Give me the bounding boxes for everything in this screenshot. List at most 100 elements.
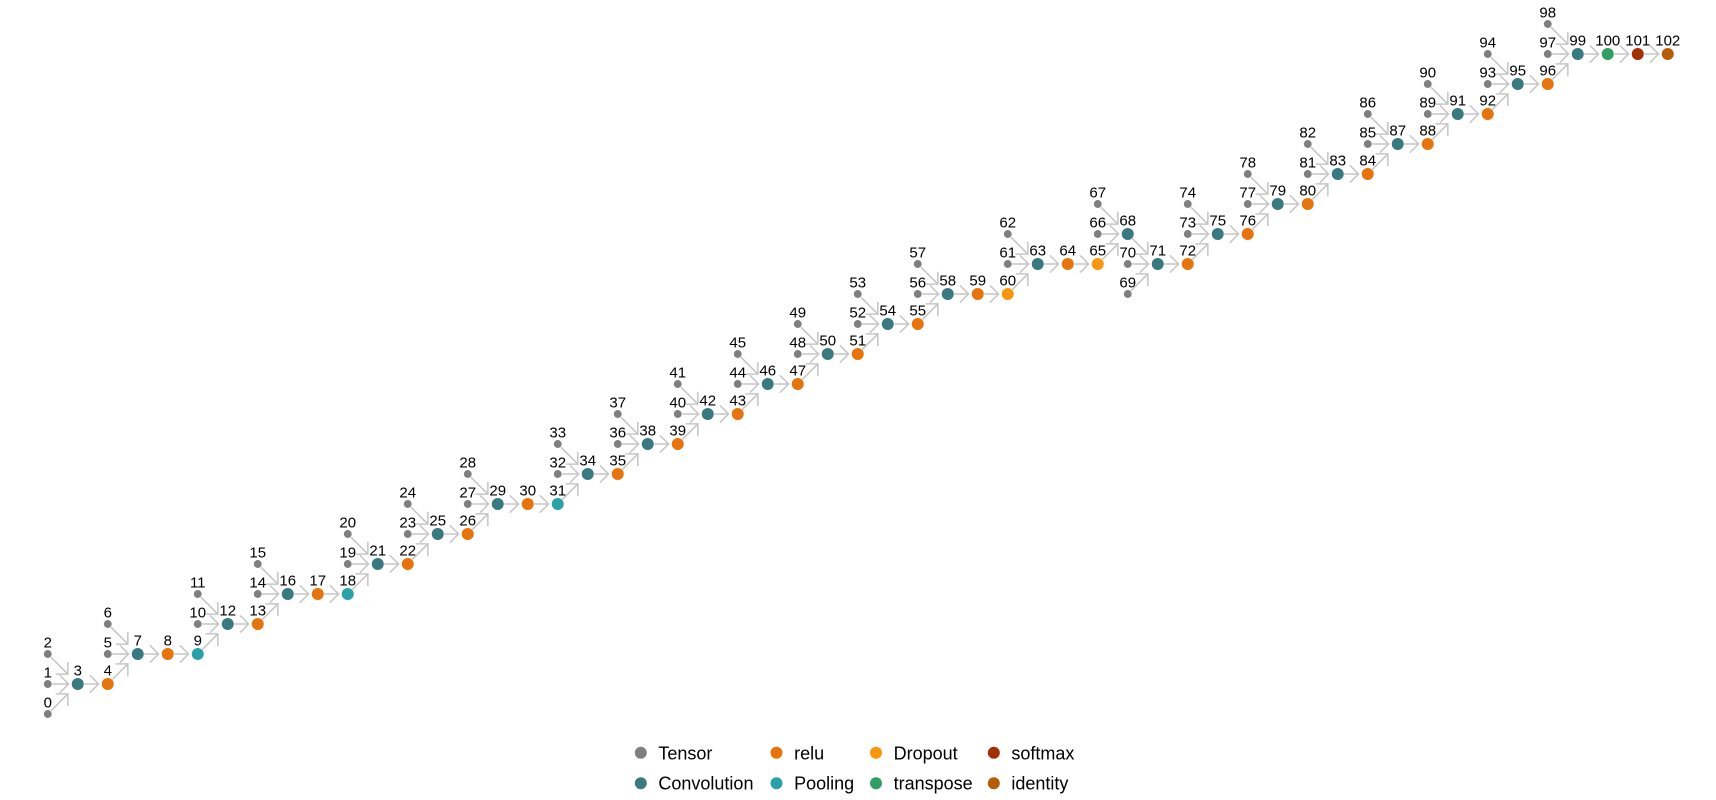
svg-text:Dropout: Dropout [894, 743, 958, 763]
svg-text:0: 0 [44, 694, 52, 711]
svg-text:38: 38 [639, 422, 656, 439]
svg-text:78: 78 [1239, 154, 1256, 171]
svg-text:47: 47 [789, 362, 806, 379]
svg-text:transpose: transpose [894, 774, 973, 794]
svg-text:85: 85 [1359, 124, 1376, 141]
svg-text:31: 31 [549, 482, 566, 499]
svg-text:70: 70 [1119, 244, 1136, 261]
svg-text:1: 1 [44, 664, 52, 681]
svg-text:61: 61 [999, 244, 1016, 261]
svg-text:28: 28 [459, 454, 476, 471]
svg-text:66: 66 [1089, 214, 1106, 231]
svg-text:11: 11 [190, 574, 206, 591]
svg-text:24: 24 [399, 484, 416, 501]
svg-text:69: 69 [1119, 274, 1136, 291]
svg-text:3: 3 [74, 662, 82, 679]
svg-text:87: 87 [1389, 122, 1406, 139]
svg-text:90: 90 [1419, 64, 1436, 81]
svg-text:36: 36 [609, 424, 626, 441]
svg-text:Convolution: Convolution [658, 774, 753, 794]
svg-text:67: 67 [1089, 184, 1106, 201]
svg-text:97: 97 [1539, 34, 1556, 51]
svg-text:58: 58 [939, 272, 956, 289]
svg-text:63: 63 [1029, 242, 1046, 259]
svg-text:15: 15 [249, 544, 266, 561]
svg-text:18: 18 [339, 572, 356, 589]
svg-text:45: 45 [729, 334, 746, 351]
svg-text:88: 88 [1419, 122, 1436, 139]
svg-text:79: 79 [1269, 182, 1286, 199]
svg-text:4: 4 [104, 662, 112, 679]
svg-text:5: 5 [104, 634, 112, 651]
svg-text:82: 82 [1299, 124, 1316, 141]
svg-text:65: 65 [1089, 242, 1106, 259]
svg-text:91: 91 [1449, 92, 1466, 109]
svg-text:48: 48 [789, 334, 806, 351]
svg-text:9: 9 [194, 632, 202, 649]
svg-text:77: 77 [1239, 184, 1256, 201]
svg-text:40: 40 [669, 394, 686, 411]
svg-text:101: 101 [1625, 32, 1650, 49]
svg-text:23: 23 [399, 514, 416, 531]
svg-text:98: 98 [1539, 4, 1556, 21]
svg-text:64: 64 [1059, 242, 1076, 259]
svg-text:32: 32 [549, 454, 566, 471]
svg-text:86: 86 [1359, 94, 1376, 111]
svg-text:2: 2 [44, 634, 52, 651]
svg-text:13: 13 [249, 602, 266, 619]
svg-text:softmax: softmax [1011, 743, 1074, 763]
svg-text:43: 43 [729, 392, 746, 409]
svg-text:27: 27 [459, 484, 476, 501]
svg-text:identity: identity [1011, 774, 1068, 794]
svg-text:75: 75 [1209, 212, 1226, 229]
svg-text:83: 83 [1329, 152, 1346, 169]
svg-text:57: 57 [909, 244, 926, 261]
svg-text:56: 56 [909, 274, 926, 291]
svg-text:84: 84 [1359, 152, 1376, 169]
svg-text:39: 39 [669, 422, 686, 439]
svg-text:71: 71 [1149, 242, 1166, 259]
svg-text:relu: relu [794, 743, 824, 763]
svg-text:59: 59 [969, 272, 986, 289]
svg-text:74: 74 [1179, 184, 1196, 201]
svg-text:17: 17 [309, 572, 326, 589]
svg-text:7: 7 [134, 632, 142, 649]
svg-text:6: 6 [104, 604, 112, 621]
svg-text:46: 46 [759, 362, 776, 379]
svg-text:8: 8 [164, 632, 172, 649]
svg-text:37: 37 [609, 394, 626, 411]
svg-text:60: 60 [999, 272, 1016, 289]
svg-text:Tensor: Tensor [658, 743, 712, 763]
svg-text:89: 89 [1419, 94, 1436, 111]
svg-text:25: 25 [429, 512, 446, 529]
svg-text:55: 55 [909, 302, 926, 319]
svg-text:95: 95 [1509, 62, 1526, 79]
svg-text:22: 22 [399, 542, 416, 559]
svg-text:102: 102 [1655, 32, 1680, 49]
svg-text:50: 50 [819, 332, 836, 349]
svg-text:19: 19 [339, 544, 356, 561]
svg-text:52: 52 [849, 304, 866, 321]
svg-text:92: 92 [1479, 92, 1496, 109]
svg-text:80: 80 [1299, 182, 1316, 199]
svg-text:94: 94 [1479, 34, 1496, 51]
svg-text:76: 76 [1239, 212, 1256, 229]
svg-text:96: 96 [1539, 62, 1556, 79]
svg-text:72: 72 [1179, 242, 1196, 259]
svg-text:14: 14 [249, 574, 266, 591]
svg-text:42: 42 [699, 392, 716, 409]
svg-text:49: 49 [789, 304, 806, 321]
svg-text:93: 93 [1479, 64, 1496, 81]
svg-text:62: 62 [999, 214, 1016, 231]
svg-text:26: 26 [459, 512, 476, 529]
svg-text:54: 54 [879, 302, 896, 319]
svg-text:21: 21 [369, 542, 386, 559]
svg-text:10: 10 [189, 604, 206, 621]
svg-text:16: 16 [279, 572, 296, 589]
svg-text:34: 34 [579, 452, 596, 469]
svg-text:100: 100 [1595, 32, 1620, 49]
svg-text:99: 99 [1569, 32, 1586, 49]
svg-text:41: 41 [669, 364, 686, 381]
svg-text:81: 81 [1299, 154, 1316, 171]
svg-text:33: 33 [549, 424, 566, 441]
